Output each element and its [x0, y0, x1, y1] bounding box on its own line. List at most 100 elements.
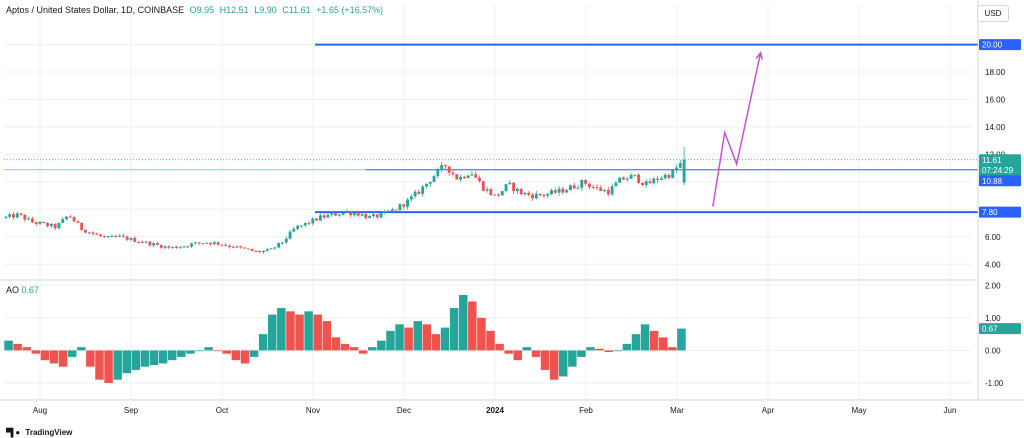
candle [633, 174, 637, 178]
ao-value-badge-bg [979, 323, 1021, 335]
candle-body [572, 185, 576, 189]
candle-body [656, 178, 660, 180]
candle [133, 236, 137, 243]
candle [72, 216, 76, 223]
ao-bar [349, 347, 359, 351]
candle [140, 240, 144, 244]
candle [288, 229, 292, 240]
candle [394, 209, 398, 211]
candle-body [387, 211, 391, 213]
candle-body [580, 179, 584, 188]
candle [281, 242, 284, 245]
candle [12, 211, 15, 220]
candle-body [470, 174, 474, 176]
candle [4, 216, 8, 220]
candle [353, 211, 356, 217]
candle-body [19, 213, 23, 215]
candle-body [481, 181, 485, 191]
price-levels[interactable] [4, 43, 978, 214]
candle-body [61, 219, 65, 223]
candle [110, 234, 114, 237]
candle-body [212, 242, 216, 245]
candle [330, 211, 334, 217]
tradingview-brand: ▀▌● TradingView [6, 428, 72, 437]
candle [425, 183, 428, 189]
candle-body [425, 183, 428, 187]
candle [584, 179, 588, 186]
candle-body [606, 189, 610, 195]
candle-body [478, 177, 481, 182]
candle-body [46, 222, 50, 227]
ao-bar [258, 334, 268, 351]
ao-bar [504, 350, 513, 354]
candle-body [171, 246, 175, 248]
candle-body [334, 213, 337, 216]
candle-body [239, 246, 243, 248]
close-value: C11.61 [282, 5, 311, 15]
candle [428, 181, 432, 188]
projection-drawing[interactable] [712, 51, 763, 207]
candle-body [288, 231, 292, 239]
candle [235, 245, 239, 249]
candle [239, 245, 243, 249]
candle [474, 171, 478, 178]
candle [197, 242, 201, 245]
candle [182, 245, 186, 248]
candle [254, 249, 258, 252]
candle-body [4, 216, 8, 218]
ao-bar [659, 337, 668, 351]
candles [4, 147, 686, 254]
candle [572, 182, 576, 189]
candle-body [84, 229, 87, 233]
candle-body [34, 222, 38, 224]
candle [644, 179, 648, 188]
candle [156, 241, 159, 246]
candle [538, 193, 542, 197]
candle [360, 212, 364, 217]
ao-bar [140, 350, 150, 367]
candle [459, 174, 463, 182]
candle [106, 235, 110, 238]
candle [436, 167, 440, 179]
candle-body [406, 199, 409, 207]
candle-body [652, 178, 656, 184]
open-value: O9.95 [189, 5, 215, 15]
candle-body [57, 222, 61, 229]
low-value: L9.90 [254, 5, 277, 15]
ao-bar [158, 350, 168, 364]
price-tick-label: 18.00 [985, 68, 1006, 77]
candle-body [262, 250, 265, 253]
symbol-legend: Aptos / United States Dollar, 1D, COINBA… [6, 5, 386, 15]
ao-legend: AO 0.67 [6, 285, 39, 295]
candle [447, 166, 451, 176]
candle-body [614, 182, 618, 187]
candle [171, 246, 175, 249]
candle-body [167, 246, 171, 248]
candle [27, 216, 31, 220]
candle-body [99, 234, 103, 237]
candle [334, 212, 337, 216]
candle-body [118, 235, 122, 237]
candle-body [595, 187, 599, 189]
candle [91, 231, 95, 236]
ao-bar [640, 324, 650, 351]
ao-tick-label: -1.00 [985, 379, 1004, 388]
ao-bar [249, 350, 259, 357]
candle-body [125, 236, 129, 240]
ao-bar [486, 330, 495, 351]
candle-body [8, 214, 12, 217]
currency-button[interactable]: USD [977, 5, 1009, 22]
candle-body [584, 179, 588, 184]
ao-bar [40, 350, 50, 361]
candle [659, 176, 663, 181]
candle-body [27, 218, 31, 220]
candle-body [459, 176, 463, 180]
candle-body [303, 222, 307, 226]
candle-body [409, 196, 413, 200]
candle [167, 245, 171, 250]
candle [368, 214, 372, 219]
candle-body [356, 213, 360, 216]
ao-bar [186, 350, 195, 354]
ao-bar [440, 327, 450, 351]
